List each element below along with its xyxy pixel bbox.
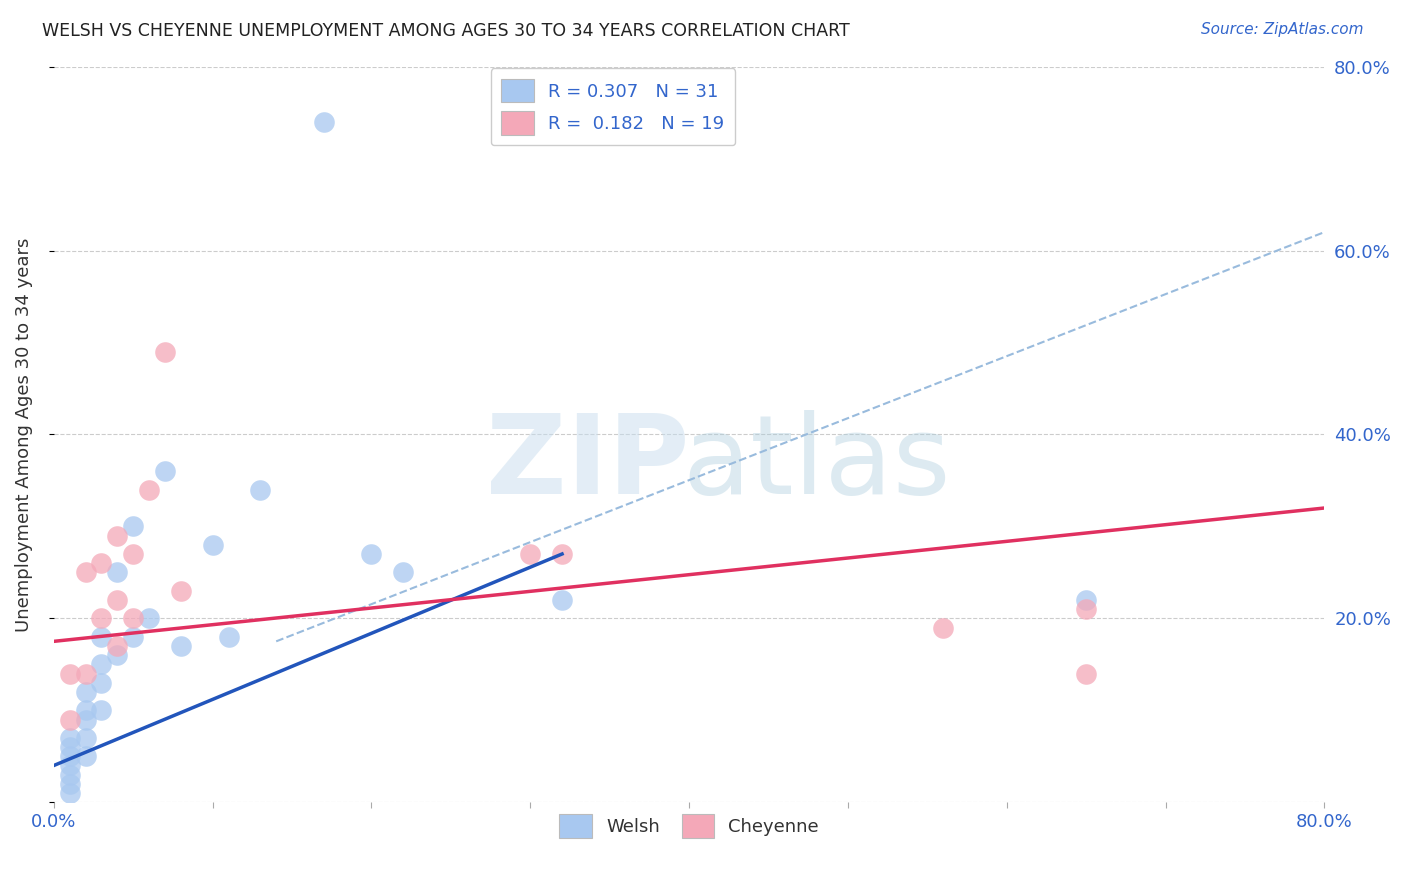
Point xyxy=(392,566,415,580)
Point xyxy=(75,566,97,580)
Text: WELSH VS CHEYENNE UNEMPLOYMENT AMONG AGES 30 TO 34 YEARS CORRELATION CHART: WELSH VS CHEYENNE UNEMPLOYMENT AMONG AGE… xyxy=(42,22,851,40)
Point xyxy=(59,749,82,764)
Point xyxy=(105,593,128,607)
Point xyxy=(59,740,82,755)
Point xyxy=(105,566,128,580)
Point xyxy=(312,115,335,129)
Point xyxy=(122,547,145,561)
Point xyxy=(90,657,112,672)
Point xyxy=(1076,602,1098,616)
Point xyxy=(75,749,97,764)
Point xyxy=(932,621,955,635)
Point xyxy=(90,675,112,690)
Point xyxy=(153,464,176,478)
Point xyxy=(105,648,128,662)
Point xyxy=(201,538,224,552)
Point xyxy=(75,666,97,681)
Point xyxy=(170,583,193,598)
Point xyxy=(59,786,82,800)
Point xyxy=(122,630,145,644)
Point xyxy=(218,630,240,644)
Point xyxy=(105,528,128,542)
Point xyxy=(551,593,574,607)
Point xyxy=(1076,666,1098,681)
Point xyxy=(249,483,271,497)
Point xyxy=(519,547,541,561)
Point xyxy=(105,639,128,653)
Text: atlas: atlas xyxy=(682,410,950,517)
Point xyxy=(360,547,382,561)
Y-axis label: Unemployment Among Ages 30 to 34 years: Unemployment Among Ages 30 to 34 years xyxy=(15,237,32,632)
Point xyxy=(122,611,145,625)
Point xyxy=(90,703,112,717)
Point xyxy=(138,611,160,625)
Point xyxy=(153,344,176,359)
Point xyxy=(122,519,145,533)
Point xyxy=(59,713,82,727)
Point xyxy=(90,630,112,644)
Point xyxy=(75,731,97,745)
Text: ZIP: ZIP xyxy=(486,410,689,517)
Legend: Welsh, Cheyenne: Welsh, Cheyenne xyxy=(553,807,827,845)
Point xyxy=(551,547,574,561)
Point xyxy=(59,777,82,791)
Point xyxy=(59,731,82,745)
Point xyxy=(1076,593,1098,607)
Point xyxy=(59,758,82,772)
Point xyxy=(59,767,82,781)
Point xyxy=(59,666,82,681)
Point xyxy=(170,639,193,653)
Point xyxy=(75,703,97,717)
Text: Source: ZipAtlas.com: Source: ZipAtlas.com xyxy=(1201,22,1364,37)
Point xyxy=(75,685,97,699)
Point xyxy=(90,556,112,570)
Point xyxy=(90,611,112,625)
Point xyxy=(75,713,97,727)
Point xyxy=(138,483,160,497)
